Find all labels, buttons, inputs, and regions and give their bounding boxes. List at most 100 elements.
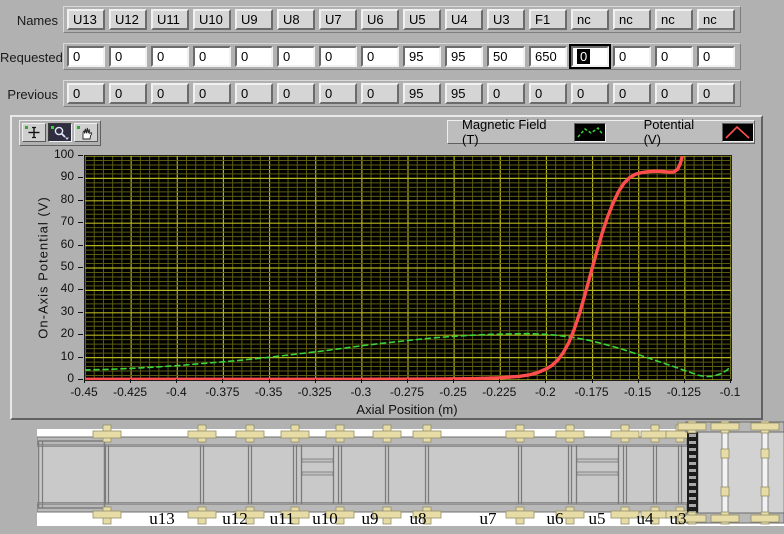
name-cell-3[interactable]: U10: [193, 9, 231, 30]
x-tick-label: -0.3: [350, 385, 372, 399]
y-tick: [78, 222, 83, 224]
previous-cell-0: 0: [67, 83, 105, 104]
previous-cell-12: 0: [571, 83, 609, 104]
name-cell-5[interactable]: U8: [277, 9, 315, 30]
y-tick-label: 60: [60, 236, 74, 251]
previous-cell-6: 0: [319, 83, 357, 104]
graph-panel: Magnetic Field (T) Potential (V) On-Axis…: [10, 115, 763, 420]
electrode-stack-schematic: u13 u12 u11 u10 u9 u8 u7 u6 u5 u4 u3: [37, 421, 784, 528]
magnifier-icon: [51, 126, 69, 140]
previous-cell-3: 0: [193, 83, 231, 104]
y-tick: [78, 379, 83, 380]
legend-label-magnetic-field: Magnetic Field (T): [462, 117, 547, 147]
x-tick: [730, 379, 731, 383]
x-tick-label: -0.325: [297, 385, 332, 399]
names-row-label: Names: [16, 13, 58, 28]
previous-cell-7: 0: [361, 83, 399, 104]
x-tick-label: -0.4: [165, 385, 187, 399]
y-tick-label: 90: [60, 169, 74, 184]
segment-label-u13: u13: [149, 509, 175, 528]
requested-field-10[interactable]: 50: [487, 46, 525, 67]
x-tick-label: -0.375: [205, 385, 240, 399]
name-cell-15[interactable]: nc: [697, 9, 735, 30]
cursor-tool-button[interactable]: [22, 123, 46, 142]
y-tick: [78, 244, 83, 246]
requested-field-5[interactable]: 0: [277, 46, 315, 67]
requested-field-13[interactable]: 0: [613, 46, 651, 67]
segment-label-u3: u3: [670, 509, 687, 528]
segment-label-u10: u10: [312, 509, 338, 528]
previous-cell-8: 95: [403, 83, 441, 104]
previous-cell-5: 0: [277, 83, 315, 104]
name-cell-2[interactable]: U11: [151, 9, 189, 30]
previous-cell-11: 0: [529, 83, 567, 104]
x-tick-label: -0.225: [482, 385, 517, 399]
segment-label-u7: u7: [480, 509, 498, 528]
y-tick: [78, 356, 83, 358]
y-tick: [78, 267, 83, 268]
requested-field-11[interactable]: 650: [529, 46, 567, 67]
x-tick: [407, 379, 408, 383]
requested-field-8[interactable]: 95: [403, 46, 441, 67]
name-cell-11[interactable]: F1: [529, 9, 567, 30]
name-cell-12[interactable]: nc: [571, 9, 609, 30]
name-cell-0[interactable]: U13: [67, 9, 105, 30]
y-tick: [78, 155, 83, 156]
requested-field-4[interactable]: 0: [235, 46, 273, 67]
y-tick: [78, 199, 83, 201]
legend-sample-potential[interactable]: [722, 122, 754, 142]
y-tick-label: 0: [67, 371, 74, 385]
name-cell-8[interactable]: U5: [403, 9, 441, 30]
x-tick: [130, 379, 132, 383]
graph-canvas: [85, 156, 731, 380]
y-tick-label: 30: [60, 303, 74, 318]
x-tick: [545, 379, 547, 383]
x-tick-label: -0.25: [439, 385, 467, 399]
requested-field-1[interactable]: 0: [109, 46, 147, 67]
y-tick: [78, 334, 83, 336]
x-tick: [84, 379, 85, 383]
requested-field-15[interactable]: 0: [697, 46, 735, 67]
y-tick: [78, 177, 83, 179]
segment-label-u6: u6: [547, 509, 564, 528]
requested-row-label: Requested: [0, 50, 63, 65]
segment-label-u4: u4: [637, 509, 655, 528]
x-tick-label: -0.35: [254, 385, 283, 399]
requested-field-2[interactable]: 0: [151, 46, 189, 67]
y-tick-label: 80: [60, 191, 74, 206]
name-cell-7[interactable]: U6: [361, 9, 399, 30]
xy-graph-plot-area[interactable]: [84, 155, 732, 381]
requested-field-14[interactable]: 0: [655, 46, 693, 67]
x-tick: [360, 379, 362, 383]
name-cell-13[interactable]: nc: [613, 9, 651, 30]
requested-field-7[interactable]: 0: [361, 46, 399, 67]
x-tick-label: -0.175: [574, 385, 609, 399]
requested-field-0[interactable]: 0: [67, 46, 105, 67]
pan-tool-button[interactable]: [74, 123, 98, 142]
segment-label-u8: u8: [410, 509, 427, 528]
selected-text: 0: [577, 49, 591, 64]
name-cell-14[interactable]: nc: [655, 9, 693, 30]
series-magnetic-field: [85, 332, 731, 378]
previous-cell-4: 0: [235, 83, 273, 104]
previous-cell-10: 0: [487, 83, 525, 104]
name-cell-4[interactable]: U9: [235, 9, 273, 30]
zoom-tool-button[interactable]: [48, 123, 72, 142]
requested-field-3[interactable]: 0: [193, 46, 231, 67]
name-cell-6[interactable]: U7: [319, 9, 357, 30]
previous-row: 0 0 0 0 0 0 0 0 95 95 0 0 0 0 0 0: [63, 80, 741, 107]
requested-row: 0 0 0 0 0 0 0 0 95 95 50 650 0 0 0 0: [63, 43, 741, 70]
x-axis-title: Axial Position (m): [356, 402, 458, 417]
requested-field-9[interactable]: 95: [445, 46, 483, 67]
x-tick: [222, 379, 224, 383]
x-tick-label: -0.275: [389, 385, 425, 399]
name-cell-9[interactable]: U4: [445, 9, 483, 30]
x-tick: [683, 379, 685, 383]
hand-icon: [77, 126, 93, 140]
requested-field-6[interactable]: 0: [319, 46, 357, 67]
name-cell-1[interactable]: U12: [109, 9, 147, 30]
requested-field-12[interactable]: 0: [571, 46, 609, 67]
legend-sample-magnetic-field[interactable]: [573, 122, 606, 142]
previous-cell-13: 0: [613, 83, 651, 104]
name-cell-10[interactable]: U3: [487, 9, 525, 30]
